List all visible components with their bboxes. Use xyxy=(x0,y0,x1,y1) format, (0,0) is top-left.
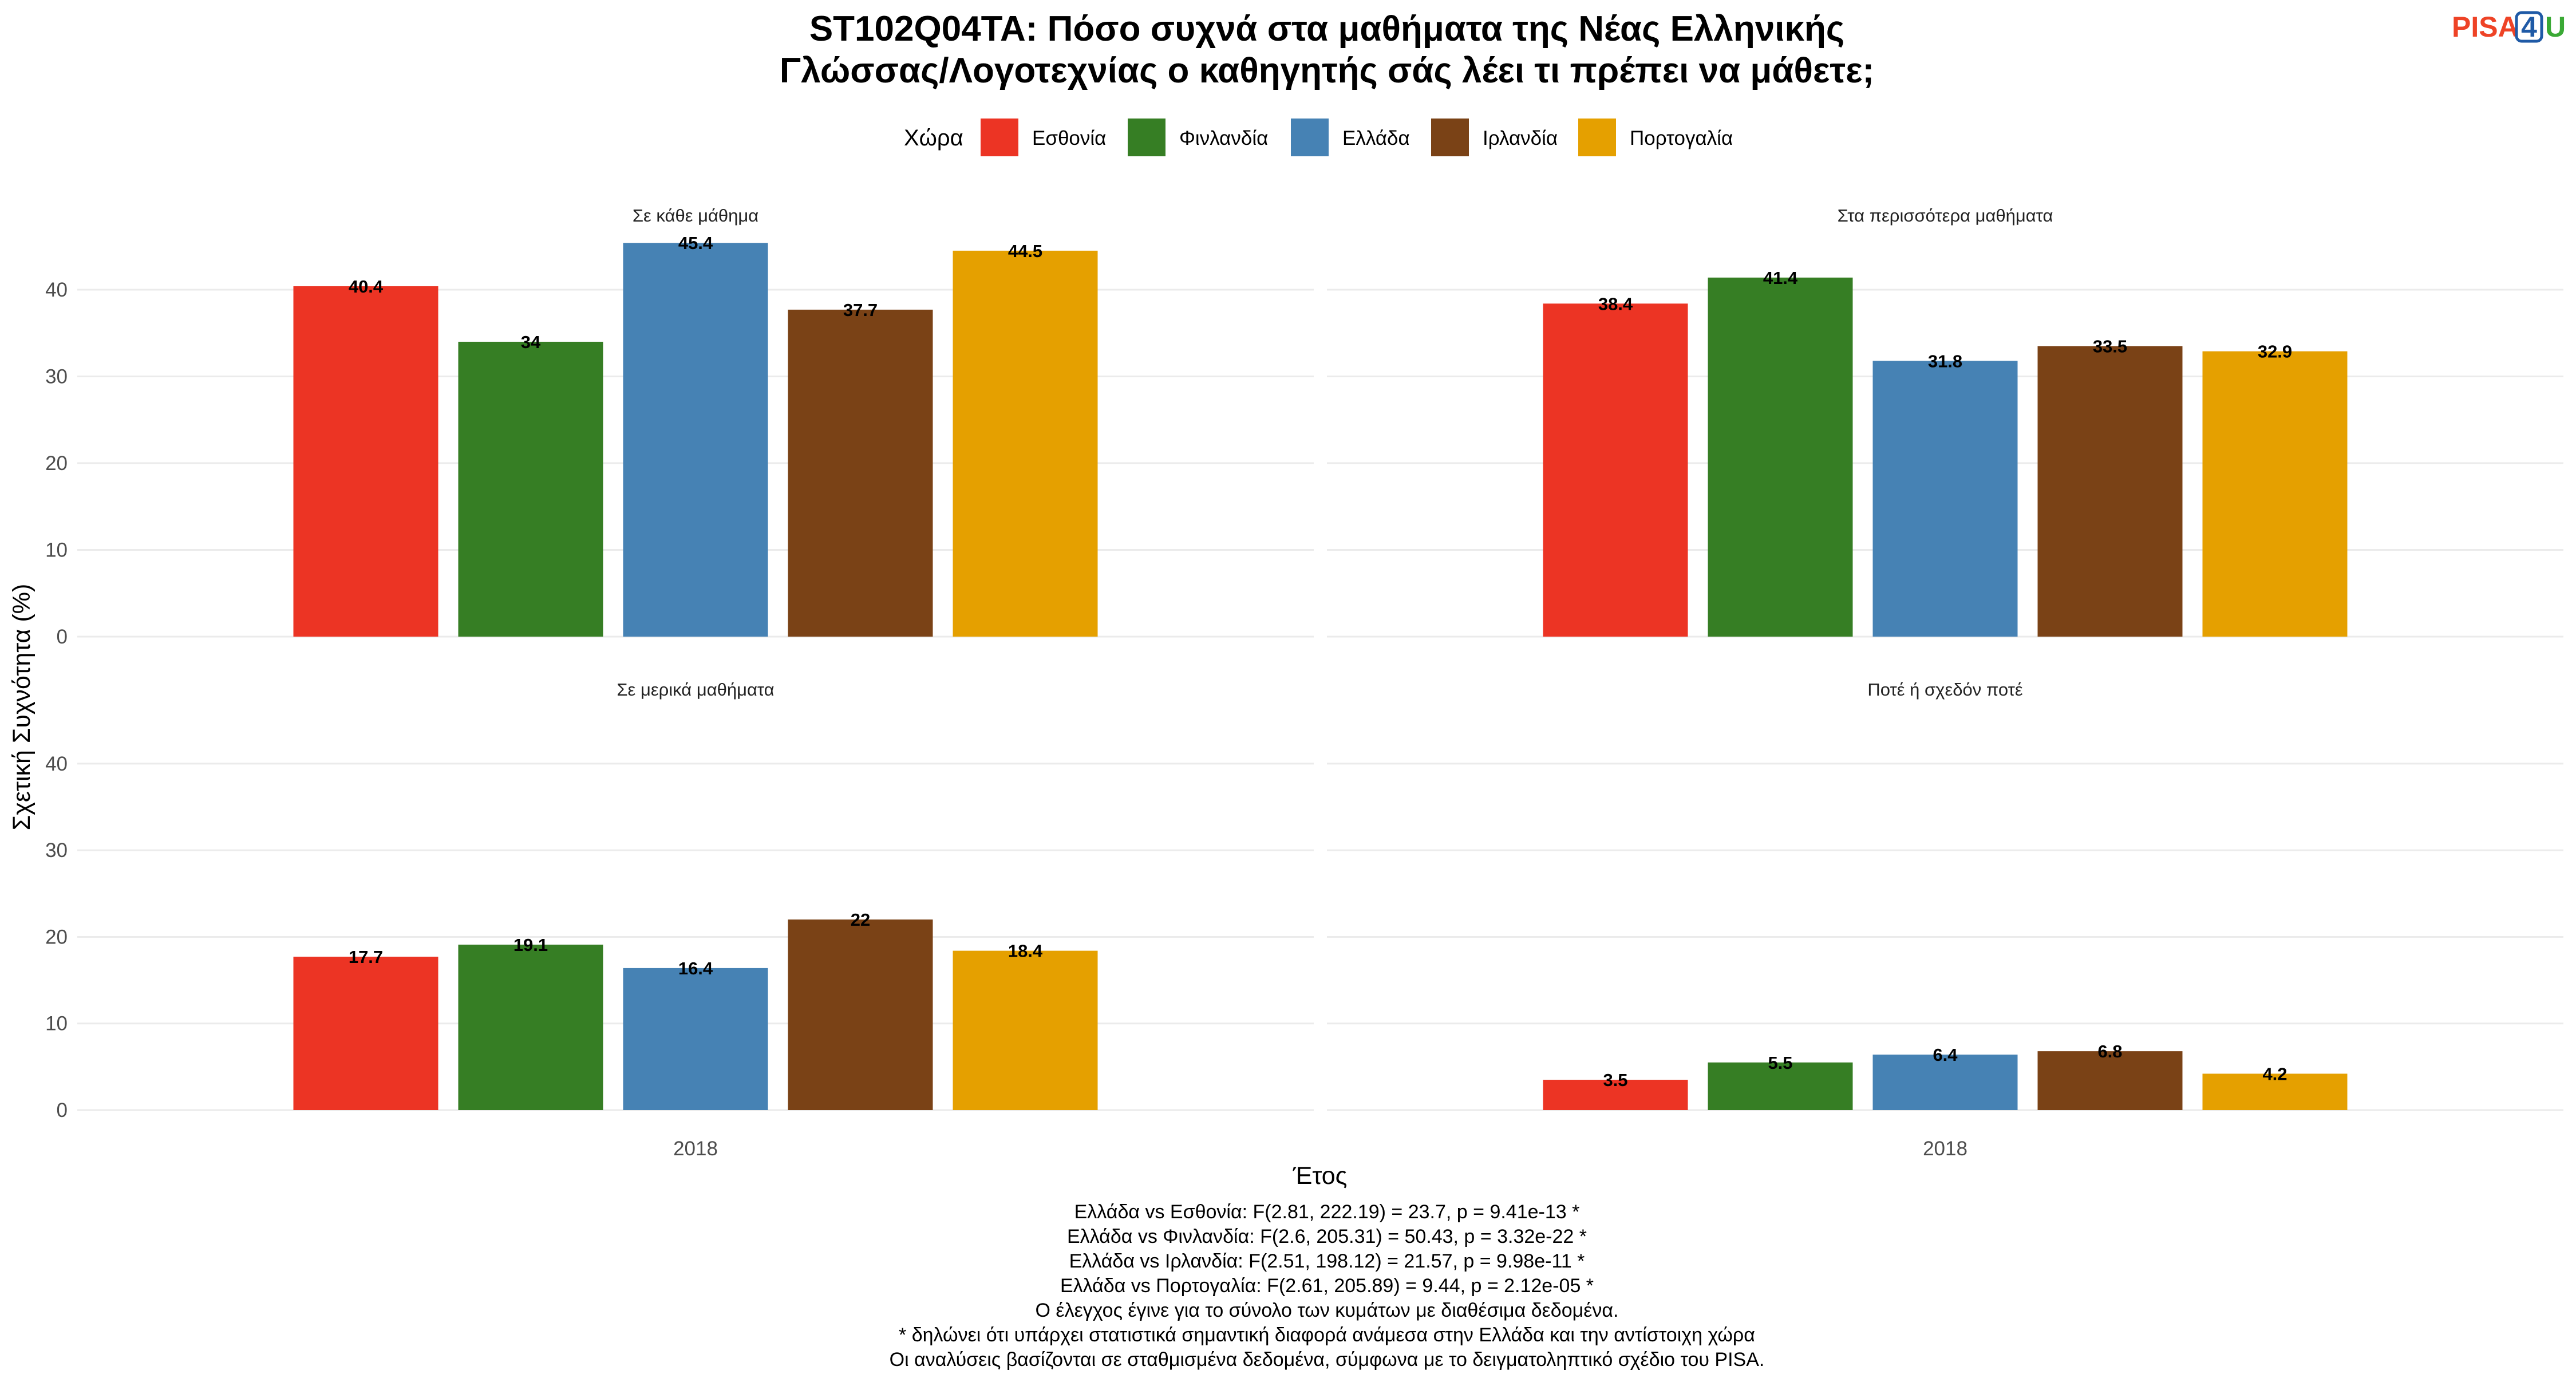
legend-label-4: Ιρλανδία xyxy=(1483,127,1558,149)
bar-label: 19.1 xyxy=(513,935,548,955)
caption: Ελλάδα vs Εσθονία: F(2.81, 222.19) = 23.… xyxy=(890,1201,1765,1371)
bar xyxy=(1872,1055,2018,1110)
facet-title: Σε μερικά μαθήματα xyxy=(617,680,774,700)
panel-3: Σε μερικά μαθήματα 0 10 20 30 40 17.7 19.1 16.4 2… xyxy=(45,680,1314,1160)
bar-label: 34 xyxy=(521,332,541,352)
pisa4u-logo: PISA 4 U xyxy=(2452,11,2566,43)
caption-line: Ελλάδα vs Εσθονία: F(2.81, 222.19) = 23.… xyxy=(1074,1201,1580,1223)
bar xyxy=(788,919,933,1110)
bar xyxy=(953,250,1098,637)
y-tick-label: 10 xyxy=(45,1013,68,1035)
bar-label: 37.7 xyxy=(843,300,878,320)
x-tick-label: 2018 xyxy=(673,1138,718,1160)
bar-label: 4.2 xyxy=(2262,1064,2287,1084)
facet-title: Σε κάθε μάθημα xyxy=(633,206,758,226)
legend-label-5: Πορτογαλία xyxy=(1630,127,1733,149)
bar-label: 33.5 xyxy=(2093,337,2127,357)
bar-label: 6.4 xyxy=(1933,1045,1958,1065)
bar-label: 16.4 xyxy=(678,958,713,978)
legend: Χώρα Εσθονία Φινλανδία Ελλάδα Ιρλανδία Πορτο… xyxy=(904,119,1733,156)
legend-key-4 xyxy=(1431,119,1469,156)
bar-label: 32.9 xyxy=(2258,342,2292,362)
bar-label: 18.4 xyxy=(1008,941,1043,961)
x-axis-title: Έτος xyxy=(1293,1162,1348,1190)
bar-label: 44.5 xyxy=(1008,241,1042,261)
bar-label: 38.4 xyxy=(1598,294,1633,314)
y-tick-label: 20 xyxy=(45,926,68,948)
logo-text-u: U xyxy=(2545,11,2566,43)
bar-label: 45.4 xyxy=(678,233,713,253)
bar-label: 17.7 xyxy=(349,947,383,967)
legend-label-2: Φινλανδία xyxy=(1179,127,1268,149)
bar xyxy=(458,945,603,1110)
y-tick-label: 30 xyxy=(45,366,68,388)
bar xyxy=(1708,277,1853,637)
x-tick-label: 2018 xyxy=(1923,1138,1967,1160)
bar xyxy=(1872,361,2018,637)
caption-line: Ελλάδα vs Φινλανδία: F(2.6, 205.31) = 50… xyxy=(1067,1226,1587,1247)
bar xyxy=(293,286,438,637)
caption-line: Οι αναλύσεις βασίζονται σε σταθμισμένα δ… xyxy=(890,1349,1765,1371)
y-tick-label: 20 xyxy=(45,452,68,475)
y-tick-label: 10 xyxy=(45,539,68,562)
logo-text-pisa: PISA xyxy=(2452,11,2519,43)
bar xyxy=(2037,1051,2183,1110)
legend-title: Χώρα xyxy=(904,125,963,151)
bar xyxy=(458,341,603,637)
logo-text-4: 4 xyxy=(2521,11,2537,43)
chart-title-line-1: ST102Q04TA: Πόσο συχνά στα μαθήματα της … xyxy=(809,9,1844,49)
y-tick-label: 0 xyxy=(57,626,68,648)
legend-key-2 xyxy=(1128,119,1165,156)
caption-line: * δηλώνει ότι υπάρχει στατιστικά σημαντι… xyxy=(899,1324,1755,1346)
panel-1: Σε κάθε μάθημα 0 10 20 30 40 40.4 34 45.4 37.7 44.… xyxy=(45,206,1314,648)
bar xyxy=(2037,346,2183,637)
panel-2: Στα περισσότερα μαθήματα 38.4 41.4 31.8 33.5… xyxy=(1327,206,2563,638)
y-tick-label: 40 xyxy=(45,279,68,301)
bar xyxy=(788,309,933,637)
bar-label: 41.4 xyxy=(1763,268,1798,288)
y-tick-label: 40 xyxy=(45,753,68,775)
caption-line: Ελλάδα vs Πορτογαλία: F(2.61, 205.89) = … xyxy=(1060,1275,1594,1297)
caption-line: Ο έλεγχος έγινε για το σύνολο των κυμάτω… xyxy=(1036,1300,1619,1321)
bar xyxy=(953,950,1098,1110)
bar xyxy=(1708,1062,1853,1110)
bar xyxy=(1543,1080,1688,1110)
bar-label: 40.4 xyxy=(349,277,384,297)
bar xyxy=(623,243,768,637)
caption-line: Ελλάδα vs Ιρλανδία: F(2.51, 198.12) = 21… xyxy=(1069,1250,1585,1272)
facet-title: Ποτέ ή σχεδόν ποτέ xyxy=(1867,680,2023,700)
bar xyxy=(623,968,768,1110)
legend-key-1 xyxy=(981,119,1018,156)
legend-key-5 xyxy=(1578,119,1616,156)
bar-label: 6.8 xyxy=(2097,1041,2122,1061)
chart-title-line-2: Γλώσσας/Λογοτεχνίας ο καθηγητής σάς λέει… xyxy=(780,51,1874,90)
bar-label: 22 xyxy=(851,910,870,930)
bar-label: 31.8 xyxy=(1928,351,1962,371)
bar-label: 3.5 xyxy=(1603,1070,1627,1090)
y-axis-title: Σχετική Συχνότητα (%) xyxy=(8,584,35,831)
bar-label: 5.5 xyxy=(1768,1053,1792,1073)
bar xyxy=(2202,351,2348,637)
logo-box xyxy=(2515,11,2543,43)
bar xyxy=(293,957,438,1110)
legend-label-3: Ελλάδα xyxy=(1342,127,1410,149)
bar xyxy=(1543,303,1688,637)
legend-key-3 xyxy=(1291,119,1329,156)
y-tick-label: 30 xyxy=(45,839,68,862)
facet-title: Στα περισσότερα μαθήματα xyxy=(1838,206,2053,226)
bar xyxy=(2202,1073,2348,1110)
legend-label-1: Εσθονία xyxy=(1032,127,1106,149)
y-tick-label: 0 xyxy=(57,1099,68,1122)
panel-4: Ποτέ ή σχεδόν ποτέ 3.5 5.5 6.4 6.8 4.2 2018 xyxy=(1327,680,2563,1160)
